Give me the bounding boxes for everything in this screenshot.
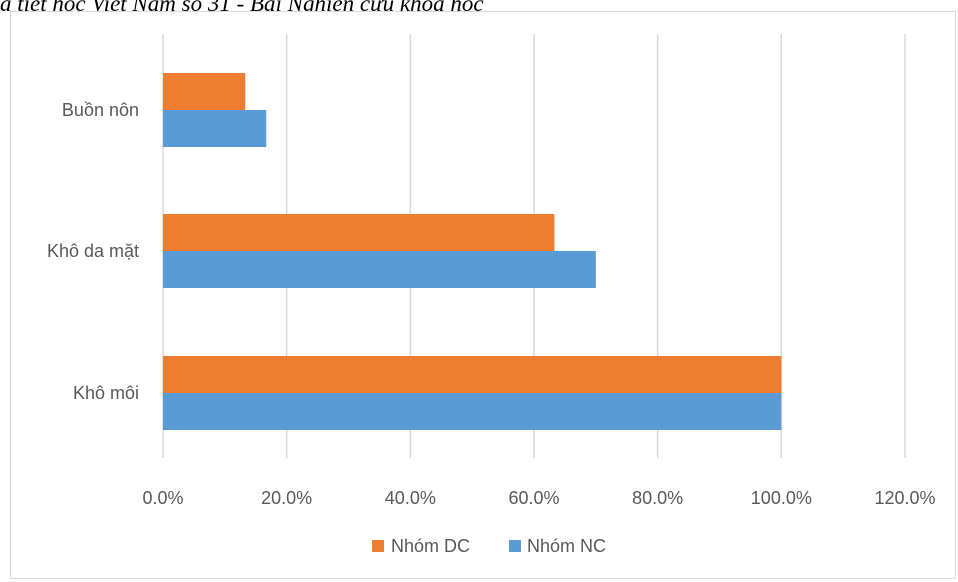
x-tick-label: 0.0% [142,488,183,508]
category-label: Khô da mặt [47,241,139,261]
x-tick-label: 40.0% [385,488,436,508]
x-tick-label: 60.0% [508,488,559,508]
legend-swatch [509,540,521,552]
x-tick-label: 20.0% [261,488,312,508]
bars [163,73,782,430]
legend-label: Nhóm NC [527,536,606,556]
chart-frame: 0.0% 20.0% 40.0% 60.0% 80.0% 100.0% 120.0% Buồ… [10,11,956,579]
bar-dc [163,214,555,251]
bar-dc [163,73,246,110]
bar-nc [163,110,267,147]
category-label: Buồn nôn [62,100,139,120]
bar-nc [163,393,782,430]
bar-nc [163,251,596,288]
legend-swatch [372,540,384,552]
bar-chart: 0.0% 20.0% 40.0% 60.0% 80.0% 100.0% 120.0% Buồ… [47,34,936,556]
bar-dc [163,356,782,393]
legend-label: Nhóm DC [391,536,470,556]
x-axis-tick-labels: 0.0% 20.0% 40.0% 60.0% 80.0% 100.0% 120.0% [142,488,935,508]
x-tick-label: 100.0% [751,488,812,508]
x-tick-label: 80.0% [632,488,683,508]
category-label: Khô môi [73,383,139,403]
legend: Nhóm DC Nhóm NC [372,536,606,556]
y-axis-category-labels: Buồn nôn Khô da mặt Khô môi [47,100,139,403]
x-tick-label: 120.0% [874,488,935,508]
